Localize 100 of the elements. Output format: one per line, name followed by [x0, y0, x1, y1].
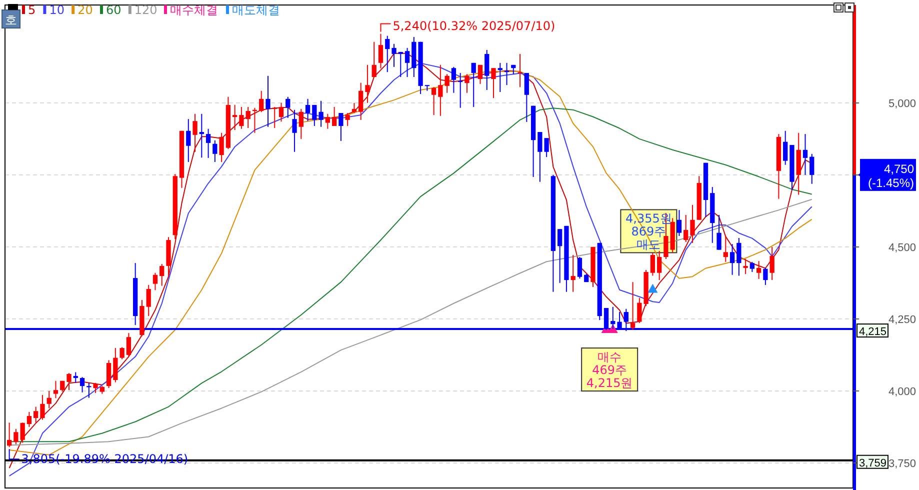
candlestick: [471, 62, 476, 108]
candlestick: [676, 210, 682, 236]
candlestick: [524, 72, 529, 122]
candlestick: [160, 263, 164, 286]
candlestick: [325, 113, 330, 130]
candlestick: [292, 109, 297, 152]
candlestick: [73, 372, 78, 384]
candlestick: [219, 132, 224, 162]
candlestick: [438, 64, 443, 116]
candlestick: [802, 134, 808, 176]
candlestick: [199, 113, 204, 158]
candlestick: [458, 72, 463, 108]
candlestick: [404, 47, 410, 78]
candlestick: [232, 104, 238, 130]
candlestick: [478, 64, 483, 84]
candlestick: [518, 53, 522, 88]
legend-label: 10: [49, 3, 64, 17]
candlestick: [723, 235, 728, 262]
candlestick: [46, 390, 52, 409]
candlestick: [577, 256, 582, 280]
candlestick: [398, 51, 403, 78]
candlestick: [716, 214, 722, 250]
candlestick: [783, 130, 788, 166]
legend-label: 매수체결: [170, 3, 218, 17]
candlestick: [106, 360, 112, 389]
candlestick: [40, 394, 45, 420]
candlestick: [186, 118, 191, 162]
annotation: 매수 469주 4,215원: [586, 350, 633, 390]
candlestick: [756, 260, 762, 280]
candlestick: [378, 33, 384, 69]
ref-line-label: 3,759: [859, 457, 887, 470]
candlestick: [451, 66, 456, 94]
candlestick: [239, 106, 244, 130]
candlestick: [690, 204, 695, 244]
candlestick: [26, 411, 32, 428]
annotation: 호: [5, 13, 17, 27]
line-series: [8, 198, 812, 446]
candlestick: [491, 68, 496, 99]
candlestick: [358, 82, 364, 120]
candlestick: [736, 238, 742, 276]
candlestick: [20, 422, 25, 444]
candlestick: [152, 272, 158, 291]
candlestick: [278, 102, 284, 122]
legend-label: 60: [106, 3, 122, 17]
candlestick: [464, 74, 470, 94]
candlestick: [444, 74, 450, 94]
candlestick: [259, 90, 264, 113]
candlestick: [630, 282, 636, 330]
candlestick: [763, 267, 768, 286]
candlestick: [113, 348, 118, 383]
candlestick: [750, 261, 755, 272]
candlestick: [392, 43, 396, 68]
candlestick: [365, 64, 370, 104]
candlestick: [14, 428, 18, 445]
candlestick: [810, 153, 814, 184]
candlestick: [743, 258, 748, 275]
candlestick: [6, 422, 12, 448]
candlestick: [484, 49, 490, 90]
candlestick: [34, 406, 38, 424]
candlestick: [53, 380, 58, 399]
candlestick: [286, 96, 290, 118]
candlestick: [637, 297, 642, 324]
y-tick-label: 3,750: [888, 458, 916, 470]
candlestick: [352, 102, 357, 114]
candlestick: [126, 332, 132, 357]
candlestick: [146, 284, 151, 317]
candlestick: [312, 104, 317, 126]
candlestick: [684, 214, 688, 243]
candlestick: [570, 254, 576, 292]
candlestick: [206, 128, 211, 158]
candlestick: [498, 62, 502, 92]
candlestick: [431, 86, 436, 116]
annotation: 5,240(10.32% 2025/07/10): [392, 18, 556, 33]
candlestick: [372, 41, 376, 78]
candlestick: [192, 113, 198, 152]
candlestick: [266, 75, 270, 128]
y-tick-label: 4,500: [888, 242, 916, 254]
candlestick: [730, 244, 735, 276]
candlestick: [558, 228, 562, 284]
y-tick-label: 5,000: [888, 98, 916, 110]
candlestick: [246, 106, 250, 128]
candlestick: [657, 250, 662, 281]
candlestick: [650, 252, 656, 276]
candlestick: [345, 112, 350, 126]
y-tick-label: 4,000: [888, 386, 916, 398]
candlestick: [212, 140, 218, 162]
candlestick: [770, 246, 774, 281]
legend-label: 120: [134, 3, 158, 17]
ref-line-label: 4,215: [859, 326, 887, 338]
candlestick: [385, 35, 390, 73]
candlestick: [338, 112, 344, 142]
candlestick: [305, 98, 310, 122]
legend-label: 20: [78, 3, 93, 17]
candlestick: [298, 108, 304, 140]
legend-label: 5: [28, 3, 36, 17]
candlestick: [80, 376, 85, 393]
candlestick: [318, 100, 324, 128]
candlestick: [93, 382, 98, 394]
candlestick: [332, 106, 337, 126]
y-tick-label: 4,250: [888, 314, 916, 326]
